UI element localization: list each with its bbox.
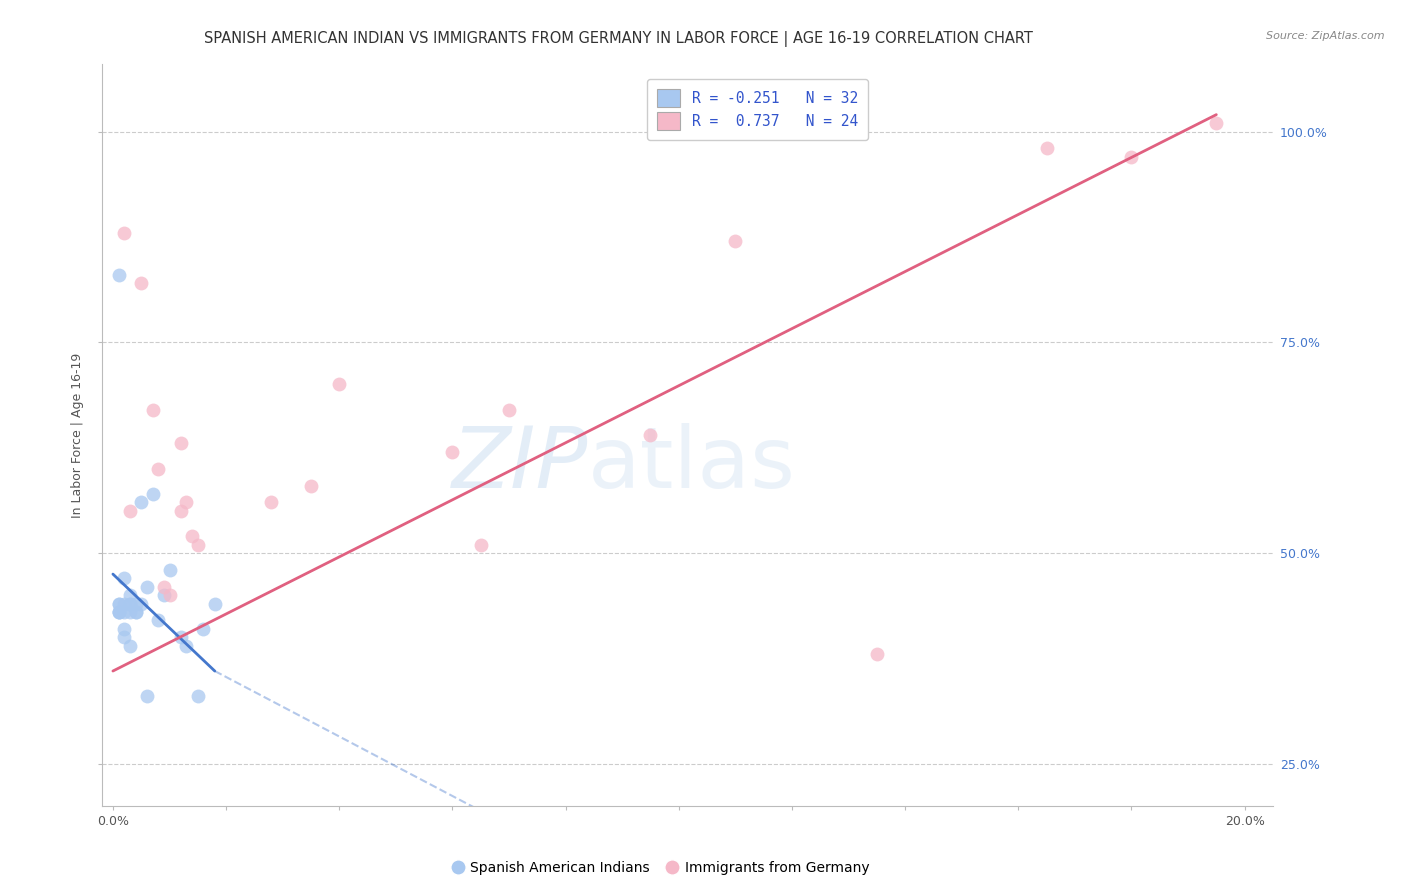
Point: [187, 690, 209, 704]
Point: [118, 588, 141, 602]
Point: [141, 402, 163, 417]
Point: [124, 605, 146, 619]
Point: [124, 597, 146, 611]
Point: [107, 605, 129, 619]
Point: [124, 605, 146, 619]
Text: SPANISH AMERICAN INDIAN VS IMMIGRANTS FROM GERMANY IN LABOR FORCE | AGE 16-19 CO: SPANISH AMERICAN INDIAN VS IMMIGRANTS FR…: [204, 31, 1033, 47]
Point: [181, 529, 204, 543]
Point: [129, 597, 152, 611]
Point: [112, 226, 135, 240]
Point: [187, 538, 209, 552]
Point: [153, 580, 176, 594]
Point: [135, 690, 157, 704]
Point: [107, 597, 129, 611]
Point: [118, 605, 141, 619]
Point: [148, 614, 170, 628]
Point: [1205, 116, 1227, 130]
Point: [260, 495, 283, 509]
Point: [148, 461, 170, 475]
Point: [170, 504, 193, 518]
Legend: R = -0.251   N = 32, R =  0.737   N = 24: R = -0.251 N = 32, R = 0.737 N = 24: [647, 78, 869, 140]
Point: [170, 436, 193, 450]
Point: [112, 571, 135, 585]
Point: [441, 445, 464, 459]
Point: [170, 630, 193, 644]
Point: [724, 234, 747, 248]
Point: [107, 268, 129, 282]
Point: [112, 597, 135, 611]
Point: [176, 495, 198, 509]
Point: [204, 597, 226, 611]
Point: [112, 622, 135, 636]
Point: [153, 588, 176, 602]
Point: [118, 597, 141, 611]
Point: [640, 428, 662, 442]
Text: atlas: atlas: [588, 423, 796, 506]
Point: [141, 487, 163, 501]
Point: [107, 597, 129, 611]
Point: [112, 630, 135, 644]
Point: [112, 605, 135, 619]
Legend: Spanish American Indians, Immigrants from Germany: Spanish American Indians, Immigrants fro…: [447, 855, 875, 880]
Point: [299, 478, 322, 492]
Point: [1121, 150, 1143, 164]
Point: [129, 495, 152, 509]
Point: [159, 588, 181, 602]
Point: [129, 277, 152, 291]
Point: [107, 605, 129, 619]
Point: [107, 605, 129, 619]
Point: [176, 639, 198, 653]
Y-axis label: In Labor Force | Age 16-19: In Labor Force | Age 16-19: [72, 352, 84, 517]
Text: Source: ZipAtlas.com: Source: ZipAtlas.com: [1267, 31, 1385, 41]
Text: ZIP: ZIP: [451, 423, 588, 506]
Point: [328, 377, 350, 392]
Point: [193, 622, 215, 636]
Point: [470, 538, 492, 552]
Point: [159, 563, 181, 577]
Point: [118, 639, 141, 653]
Point: [118, 504, 141, 518]
Point: [1035, 141, 1057, 155]
Point: [498, 402, 520, 417]
Point: [866, 647, 889, 661]
Point: [135, 580, 157, 594]
Point: [118, 597, 141, 611]
